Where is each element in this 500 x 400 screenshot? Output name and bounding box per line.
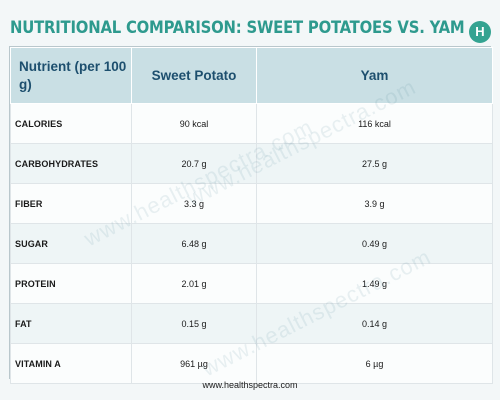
nutrient-name: FIBER	[10, 183, 132, 224]
table-row: CARBOHYDRATES 20.7 g 27.5 g	[10, 143, 493, 184]
nutrition-table-container: Nutrient (per 100 g) Sweet Potato Yam CA…	[9, 46, 493, 384]
nutrient-name: PROTEIN	[10, 263, 132, 304]
sweet-potato-value: 0.15 g	[131, 303, 257, 344]
footer-url: www.healthspectra.com	[202, 380, 298, 390]
sweet-potato-value: 6.48 g	[131, 223, 257, 264]
table-row: SUGAR 6.48 g 0.49 g	[10, 223, 493, 264]
yam-value: 6 µg	[256, 343, 493, 384]
table-header-row: Nutrient (per 100 g) Sweet Potato Yam	[10, 47, 493, 104]
nutrient-name: FAT	[10, 303, 132, 344]
column-header-sweet-potato: Sweet Potato	[131, 47, 257, 104]
brand-logo-icon: H	[469, 21, 491, 43]
sweet-potato-value: 90 kcal	[131, 103, 257, 144]
column-header-yam: Yam	[256, 47, 493, 104]
yam-value: 1.49 g	[256, 263, 493, 304]
nutrient-name: CALORIES	[10, 103, 132, 144]
table-row: FIBER 3.3 g 3.9 g	[10, 183, 493, 224]
sweet-potato-value: 2.01 g	[131, 263, 257, 304]
sweet-potato-value: 961 µg	[131, 343, 257, 384]
table-row: CALORIES 90 kcal 116 kcal	[10, 103, 493, 144]
table-row: PROTEIN 2.01 g 1.49 g	[10, 263, 493, 304]
yam-value: 3.9 g	[256, 183, 493, 224]
yam-value: 0.14 g	[256, 303, 493, 344]
nutrient-name: SUGAR	[10, 223, 132, 264]
yam-value: 27.5 g	[256, 143, 493, 184]
page-title: NUTRITIONAL COMPARISON: SWEET POTATOES V…	[10, 18, 465, 37]
table-row: FAT 0.15 g 0.14 g	[10, 303, 493, 344]
nutrition-comparison-table: Nutrient (per 100 g) Sweet Potato Yam CA…	[10, 47, 493, 384]
yam-value: 0.49 g	[256, 223, 493, 264]
nutrient-name: VITAMIN A	[10, 343, 132, 384]
nutrient-name: CARBOHYDRATES	[10, 143, 132, 184]
table-row: VITAMIN A 961 µg 6 µg	[10, 343, 493, 384]
sweet-potato-value: 3.3 g	[131, 183, 257, 224]
yam-value: 116 kcal	[256, 103, 493, 144]
sweet-potato-value: 20.7 g	[131, 143, 257, 184]
column-header-nutrient: Nutrient (per 100 g)	[10, 47, 132, 104]
